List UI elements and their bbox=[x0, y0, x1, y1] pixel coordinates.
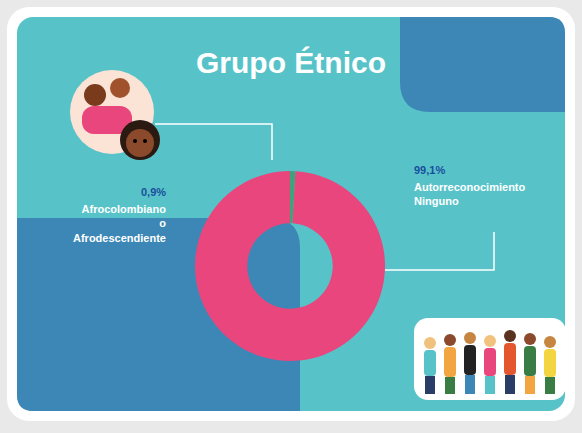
svg-text:AfrocolombianooAfrodescendient: AfrocolombianooAfrodescendiente bbox=[73, 203, 166, 244]
svg-text:Grupo Étnico: Grupo Étnico bbox=[196, 46, 386, 79]
svg-text:0,9%: 0,9% bbox=[141, 186, 166, 198]
svg-text:99,1%: 99,1% bbox=[414, 164, 445, 176]
svg-text:AutorreconocimientoNinguno: AutorreconocimientoNinguno bbox=[414, 181, 526, 207]
